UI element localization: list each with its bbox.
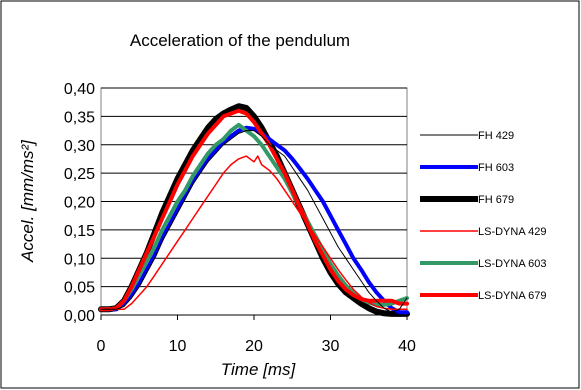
- legend-entry-label: FH 429: [478, 130, 514, 142]
- y-tick-label: 0,10: [64, 251, 95, 268]
- series-line-5: [99, 108, 409, 312]
- chart-title: Acceleration of the pendulum: [130, 31, 350, 50]
- x-tick-labels: 0 10 20 30 40: [97, 315, 416, 355]
- y-tick-label: 0,20: [64, 195, 95, 212]
- x-tick-label: 0: [97, 338, 106, 355]
- legend-entry-label: FH 679: [478, 194, 514, 206]
- legend-entry-label: LS-DYNA 603: [478, 258, 546, 270]
- y-tick-label: 0,30: [64, 138, 95, 155]
- y-tick-labels: 0,00 0,05 0,10 0,15 0,20 0,25 0,30 0,35 0,40: [64, 81, 95, 325]
- legend-entry-label: LS-DYNA 679: [478, 290, 546, 302]
- y-tick-label: 0,00: [64, 308, 95, 325]
- y-axis-label: Accel. [mm/ms²]: [18, 139, 37, 263]
- series-lines: [98, 103, 410, 317]
- x-tick-label: 20: [245, 338, 263, 355]
- x-tick-label: 40: [398, 338, 416, 355]
- y-tick-label: 0,25: [64, 166, 95, 183]
- series-line-1: [99, 125, 409, 315]
- series-line-0: [100, 130, 408, 313]
- series-line-3: [100, 155, 408, 311]
- y-tick-label: 0,35: [64, 109, 95, 126]
- x-tick-label: 10: [169, 338, 187, 355]
- legend-entry-label: LS-DYNA 429: [478, 226, 546, 238]
- y-tick-label: 0,15: [64, 223, 95, 240]
- legend: FH 429 FH 603 FH 679 LS-DYNA 429 LS-DYNA 603…: [420, 130, 546, 302]
- grid-lines: [101, 87, 407, 316]
- y-tick-label: 0,05: [64, 280, 95, 297]
- x-axis-label: Time [ms]: [221, 360, 297, 379]
- y-tick-label: 0,40: [64, 81, 95, 98]
- x-tick-label: 30: [322, 338, 340, 355]
- legend-entry-label: FH 603: [478, 162, 514, 174]
